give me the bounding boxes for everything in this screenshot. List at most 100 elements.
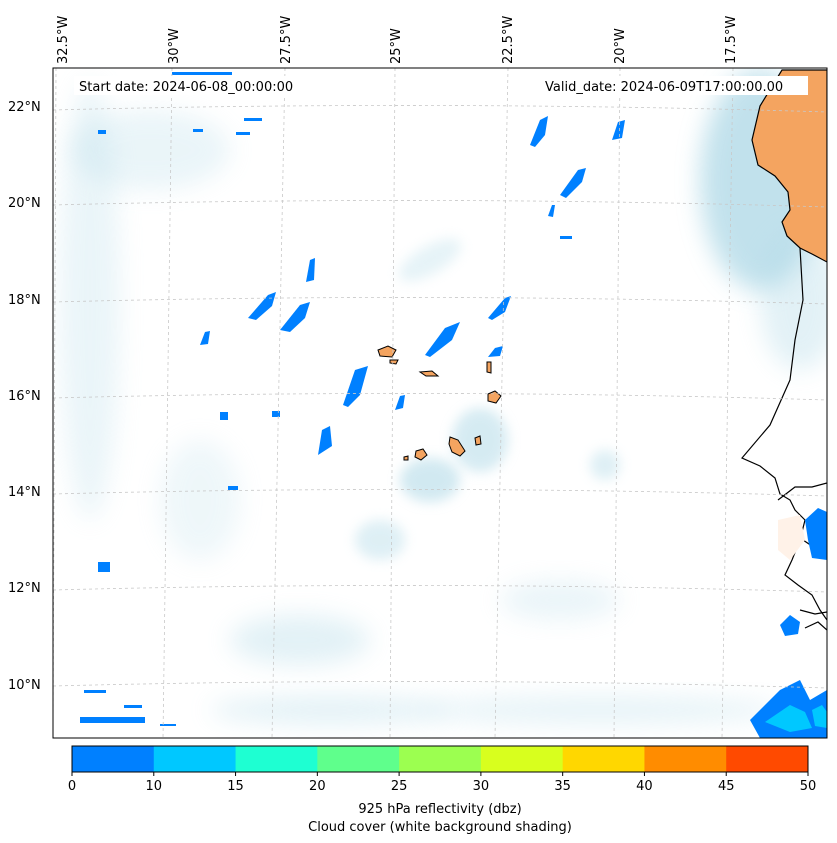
map-frame: [52, 67, 828, 739]
island-sal: [486, 361, 492, 374]
guinea-coast: [799, 609, 827, 631]
map-panel: [53, 68, 827, 738]
cloud-patch: [230, 615, 370, 665]
cloud-patch: [60, 80, 120, 520]
reflectivity-cell: [200, 331, 210, 345]
colorbar-segment: [480, 746, 564, 772]
colorbar-segment: [235, 746, 318, 772]
lon-label: 17.5°W: [724, 16, 739, 64]
island-sao-nicolau: [418, 370, 440, 377]
colorbar: 0 10 15 20 25 30 35 40 45 50 925 hPa reflectivity…: [68, 745, 816, 835]
reflectivity-cell: [272, 411, 280, 417]
cloud-patch: [70, 110, 230, 190]
longitude-labels: 32.5°W 30°W 27.5°W 25°W 22.5°W 20°W 17.5…: [56, 16, 739, 64]
colorbar-segment: [726, 746, 809, 772]
reflectivity-cell: [236, 132, 250, 135]
reflectivity-cell: [280, 302, 310, 332]
reflectivity-cell: [98, 562, 110, 572]
lon-label: 22.5°W: [501, 16, 516, 64]
cloud-patch: [420, 696, 780, 724]
cloud-patch: [500, 580, 620, 620]
reflectivity-cell: [488, 296, 511, 320]
colorbar-segment: [644, 746, 727, 772]
cloud-patch: [355, 520, 405, 560]
meridian-line: [721, 68, 734, 738]
graticule: [53, 68, 827, 738]
coastal-land-strip: [778, 515, 805, 560]
colorbar-tick-label: 30: [473, 779, 490, 794]
start-date-box: [74, 76, 310, 95]
island-santo-antao: [377, 345, 397, 358]
cloud-patch: [398, 238, 462, 282]
parallel-line: [53, 200, 827, 208]
start-date-label: Start date: 2024-06-08_00:00:00: [79, 80, 293, 95]
colorbar-frame: [71, 745, 809, 773]
valid-date-label: Valid_date: 2024-06-09T17:00:00.00: [545, 80, 783, 95]
colorbar-subtitle: Cloud cover (white background shading): [308, 820, 572, 835]
colorbar-tick-label: 10: [146, 779, 163, 794]
parallel-line: [53, 105, 827, 113]
parallel-line: [53, 489, 827, 497]
reflectivity-cell: [425, 322, 460, 357]
colorbar-segment: [317, 746, 400, 772]
island-sao-vicente: [389, 359, 399, 365]
lon-label: 27.5°W: [279, 16, 294, 64]
cloud-patch: [160, 440, 240, 560]
reflectivity-cell: [248, 292, 276, 320]
reflectivity-cell: [780, 615, 800, 636]
reflectivity-cell: [612, 120, 625, 140]
colorbar-tick-label: 20: [309, 779, 326, 794]
colorbar-tick-label: 45: [718, 779, 735, 794]
reflectivity-cell: [172, 72, 232, 75]
reflectivity-cell: [80, 717, 145, 723]
reflectivity-cell: [395, 395, 405, 410]
cloud-patch: [400, 458, 460, 502]
island-fogo: [414, 448, 428, 461]
lon-label: 25°W: [389, 28, 404, 64]
island-brava: [403, 455, 409, 461]
reflectivity-cell: [805, 508, 827, 560]
cloud-patch: [210, 696, 450, 724]
reflectivity-cell: [812, 705, 827, 728]
west-africa-land: [751, 69, 827, 263]
lat-label: 10°N: [8, 678, 41, 693]
island-maio: [474, 435, 482, 446]
parallel-line: [53, 297, 827, 305]
reflectivity-cell: [220, 412, 228, 420]
lat-label: 14°N: [8, 485, 41, 500]
meridian-line: [494, 68, 509, 738]
reflectivity-cell: [124, 705, 142, 708]
colorbar-tick-label: 50: [800, 779, 817, 794]
lat-label: 18°N: [8, 293, 41, 308]
colorbar-tick-label: 15: [227, 779, 244, 794]
reflectivity-cell: [306, 258, 315, 282]
colorbar-segment: [399, 746, 482, 772]
colorbar-segments: [72, 746, 809, 772]
reflectivity-cell: [244, 118, 262, 121]
latitude-labels: 22°N 20°N 18°N 16°N 14°N 12°N 10°N: [8, 100, 41, 693]
parallel-line: [53, 681, 827, 689]
meridian-line: [271, 68, 286, 738]
lat-label: 22°N: [8, 100, 41, 115]
reflectivity-cells: [80, 72, 827, 738]
reflectivity-cell: [548, 205, 555, 217]
colorbar-tick-label: 25: [391, 779, 408, 794]
meridian-line: [162, 68, 173, 738]
reflectivity-cell: [98, 130, 106, 134]
cloud-patch: [590, 450, 620, 480]
parallel-line: [53, 585, 827, 593]
meridian-line: [389, 68, 396, 738]
colorbar-tick-label: 0: [68, 779, 76, 794]
reflectivity-cell: [343, 366, 368, 407]
reflectivity-cell: [84, 690, 106, 693]
colorbar-segment: [72, 746, 155, 772]
gambia-border: [777, 482, 827, 501]
reflectivity-cell: [530, 116, 548, 147]
colorbar-tick-label: 35: [554, 779, 571, 794]
lon-label: 32.5°W: [56, 16, 71, 64]
reflectivity-cell: [160, 724, 176, 726]
colorbar-segment: [562, 746, 645, 772]
colorbar-ticks: 0 10 15 20 25 30 35 40 45 50: [68, 772, 816, 794]
reflectivity-cell: [765, 705, 812, 732]
